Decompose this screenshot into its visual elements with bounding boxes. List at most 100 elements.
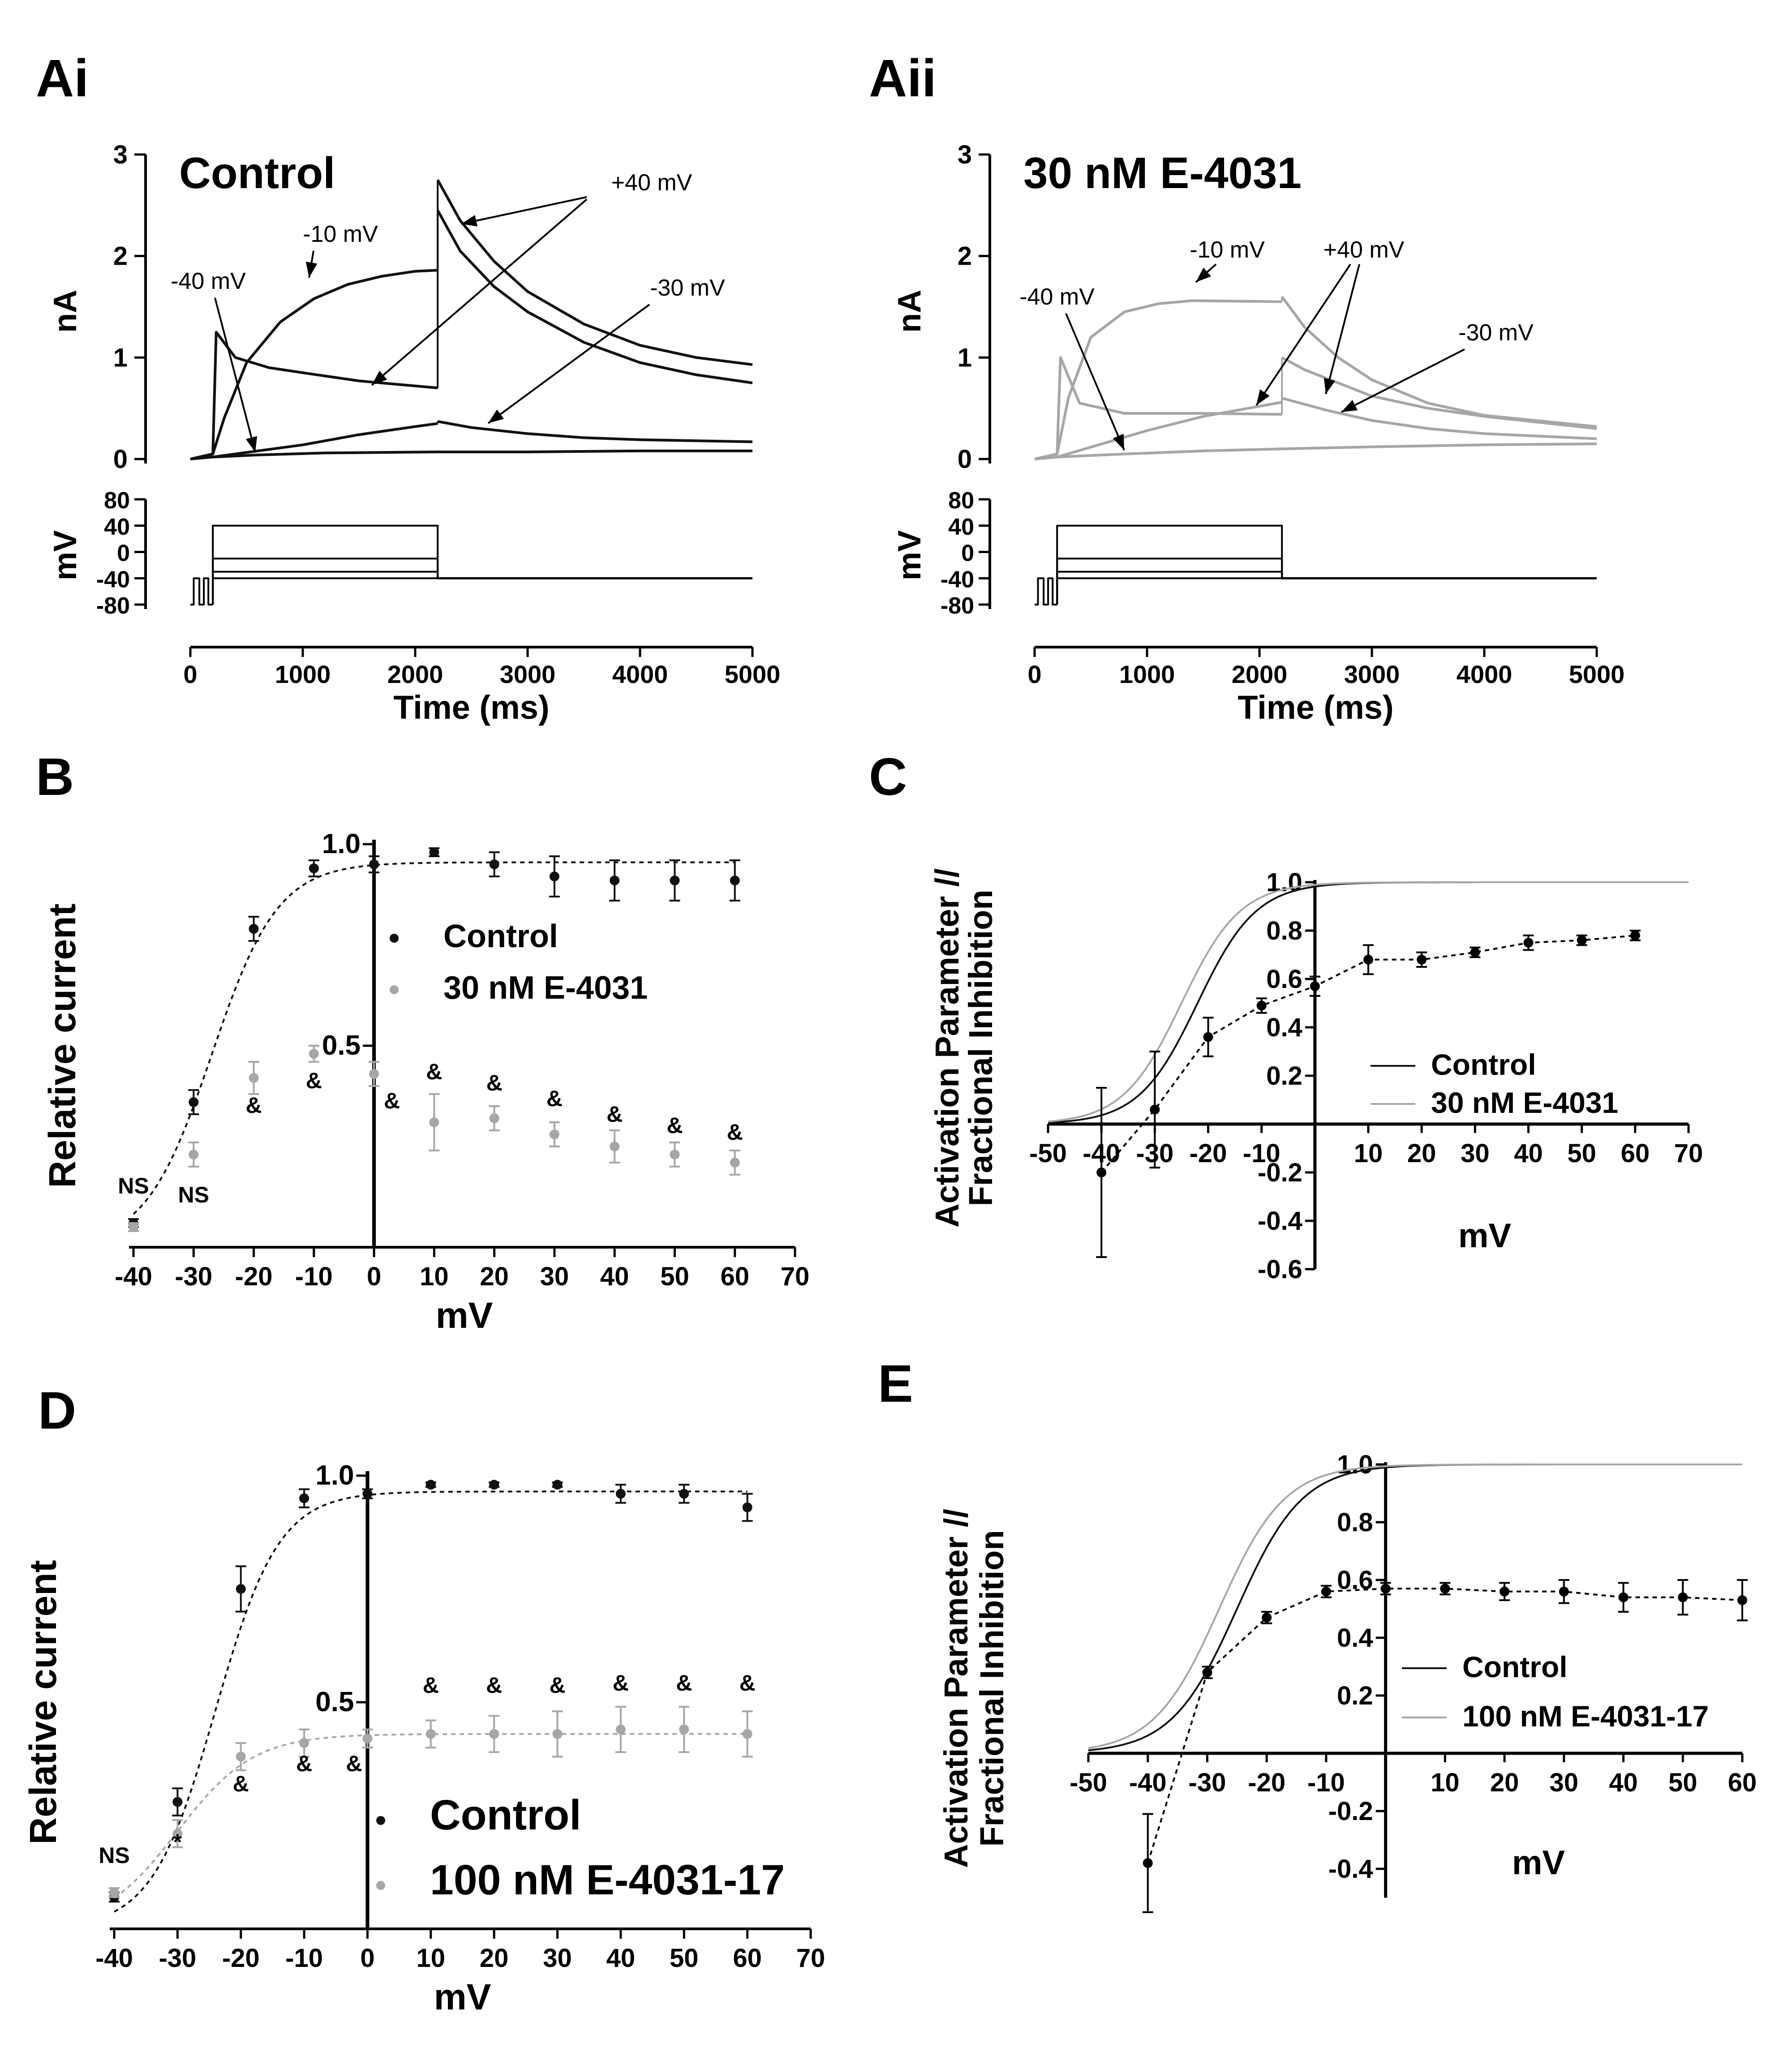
x-tick-label: -10	[1307, 1768, 1345, 1797]
voltage-prepulse	[1035, 577, 1057, 605]
legend-label: Control	[430, 1791, 581, 1839]
x-tick-label: 5000	[1569, 660, 1625, 688]
data-point-control	[489, 1480, 499, 1490]
data-point-control	[429, 847, 439, 857]
data-point-drug	[189, 1150, 199, 1159]
significance-label: &	[384, 1088, 400, 1113]
annotation-arrow	[214, 297, 256, 453]
x-tick-label: 60	[1621, 1139, 1650, 1168]
activation-curve-1	[1088, 1464, 1742, 1749]
y-tick-label: -0.2	[1258, 1158, 1302, 1187]
inhibition-point	[1559, 1586, 1569, 1597]
voltage-prepulse	[190, 577, 213, 605]
y-tick-label: 0.6	[1266, 965, 1302, 994]
data-point-drug	[730, 1158, 740, 1168]
trace-40mV-step	[1034, 356, 1282, 460]
data-point-drug	[552, 1729, 563, 1739]
significance-label: &	[233, 1771, 249, 1796]
annotation-label: +40 mV	[1324, 237, 1405, 263]
x-axis-label: Time (ms)	[1238, 689, 1393, 726]
y2-tick-label: 0	[117, 541, 130, 567]
significance-label: NS	[178, 1182, 209, 1207]
data-point-drug	[679, 1724, 689, 1734]
data-point-control	[172, 1797, 183, 1807]
y-tick-label: 0.5	[315, 1687, 354, 1717]
y-tick-label: -0.4	[1328, 1855, 1373, 1884]
y-tick-label: 2	[113, 242, 128, 271]
legend-label: 30 nM E-4031	[443, 970, 648, 1006]
inhibition-point	[1262, 1612, 1272, 1623]
y-tick-label: 0.5	[322, 1030, 361, 1061]
fit-curve-0	[133, 861, 735, 1215]
x-tick-label: 60	[720, 1262, 749, 1291]
y-tick-label: 1	[958, 343, 972, 372]
x-tick-label: 4000	[1457, 660, 1513, 688]
x-tick-label: -40	[95, 1944, 133, 1973]
inhibition-point	[1618, 1592, 1629, 1602]
x-tick-label: 0	[1027, 660, 1041, 688]
x-tick-label: 2000	[1232, 660, 1288, 688]
x-tick-label: -40	[115, 1262, 152, 1291]
y2-tick-label: -40	[941, 567, 974, 592]
x-tick-label: -50	[1029, 1139, 1067, 1168]
x-tick-label: 10	[417, 1944, 446, 1973]
x-tick-label: 20	[1490, 1768, 1519, 1797]
data-point-control	[299, 1493, 309, 1503]
data-point-control	[425, 1480, 436, 1490]
legend-label: Control	[443, 919, 558, 954]
x-tick-label: 4000	[612, 660, 668, 688]
data-point-control	[369, 859, 379, 869]
data-point-control	[249, 924, 259, 934]
annotation-arrow-head	[372, 370, 387, 385]
x-tick-label: 0	[183, 660, 197, 688]
x-tick-label: 70	[1674, 1139, 1703, 1168]
x-tick-label: -10	[285, 1944, 323, 1973]
y-tick-label: 0	[113, 445, 128, 474]
inhibition-point	[1202, 1667, 1212, 1678]
y-axis-label-current: nA	[892, 290, 928, 333]
y2-tick-label: 80	[948, 488, 974, 514]
data-point-control	[189, 1097, 199, 1107]
inhibition-point	[1737, 1595, 1747, 1606]
significance-label: &	[306, 1068, 322, 1093]
data-point-drug	[172, 1829, 183, 1839]
trace-40mV-tail	[436, 179, 753, 366]
legend-marker	[376, 1816, 385, 1825]
inhibition-point	[1630, 930, 1640, 940]
data-point-drug	[425, 1729, 436, 1739]
significance-label: &	[245, 1093, 262, 1118]
x-tick-label: 40	[1609, 1768, 1638, 1797]
x-tick-label: 60	[733, 1944, 762, 1973]
x-tick-label: 3000	[500, 660, 556, 688]
y2-tick-label: 40	[948, 514, 974, 540]
data-point-drug	[489, 1729, 499, 1739]
trace-30mV-tail	[1281, 397, 1597, 440]
annotation-label: -10 mV	[303, 221, 378, 247]
y2-tick-label: -80	[96, 593, 130, 619]
y2-tick-label: 40	[104, 514, 130, 540]
inhibition-point	[1500, 1586, 1510, 1597]
significance-label: &	[486, 1070, 503, 1095]
x-tick-label: 20	[480, 1262, 509, 1291]
annotation-arrow-head	[1341, 399, 1358, 412]
panel-B: B -40 -30 -20 -10 0 10 20 30 40 50 60 70 0.5 1.0 mV Rela…	[36, 747, 809, 1336]
x-tick-label: 1000	[275, 660, 331, 688]
significance-label: *	[173, 1829, 182, 1855]
data-point-drug	[362, 1733, 373, 1743]
inhibition-point	[1096, 1168, 1107, 1177]
data-point-drug	[742, 1729, 752, 1739]
x-tick-label: 40	[1514, 1139, 1543, 1168]
significance-label: &	[296, 1751, 312, 1776]
legend-marker	[390, 985, 399, 994]
x-tick-label: -20	[222, 1944, 260, 1973]
y2-tick-label: -80	[941, 593, 974, 619]
data-point-control	[742, 1502, 752, 1512]
annotation-arrow	[371, 198, 588, 386]
inhibition-point	[1321, 1586, 1331, 1597]
annotation-label: +40 mV	[611, 170, 692, 196]
x-tick-label: -30	[1189, 1768, 1226, 1797]
trace-30mV-tail	[437, 420, 753, 443]
y-axis-label-line1: Activation Parameter //	[928, 868, 966, 1228]
x-tick-label: -10	[1243, 1139, 1281, 1168]
